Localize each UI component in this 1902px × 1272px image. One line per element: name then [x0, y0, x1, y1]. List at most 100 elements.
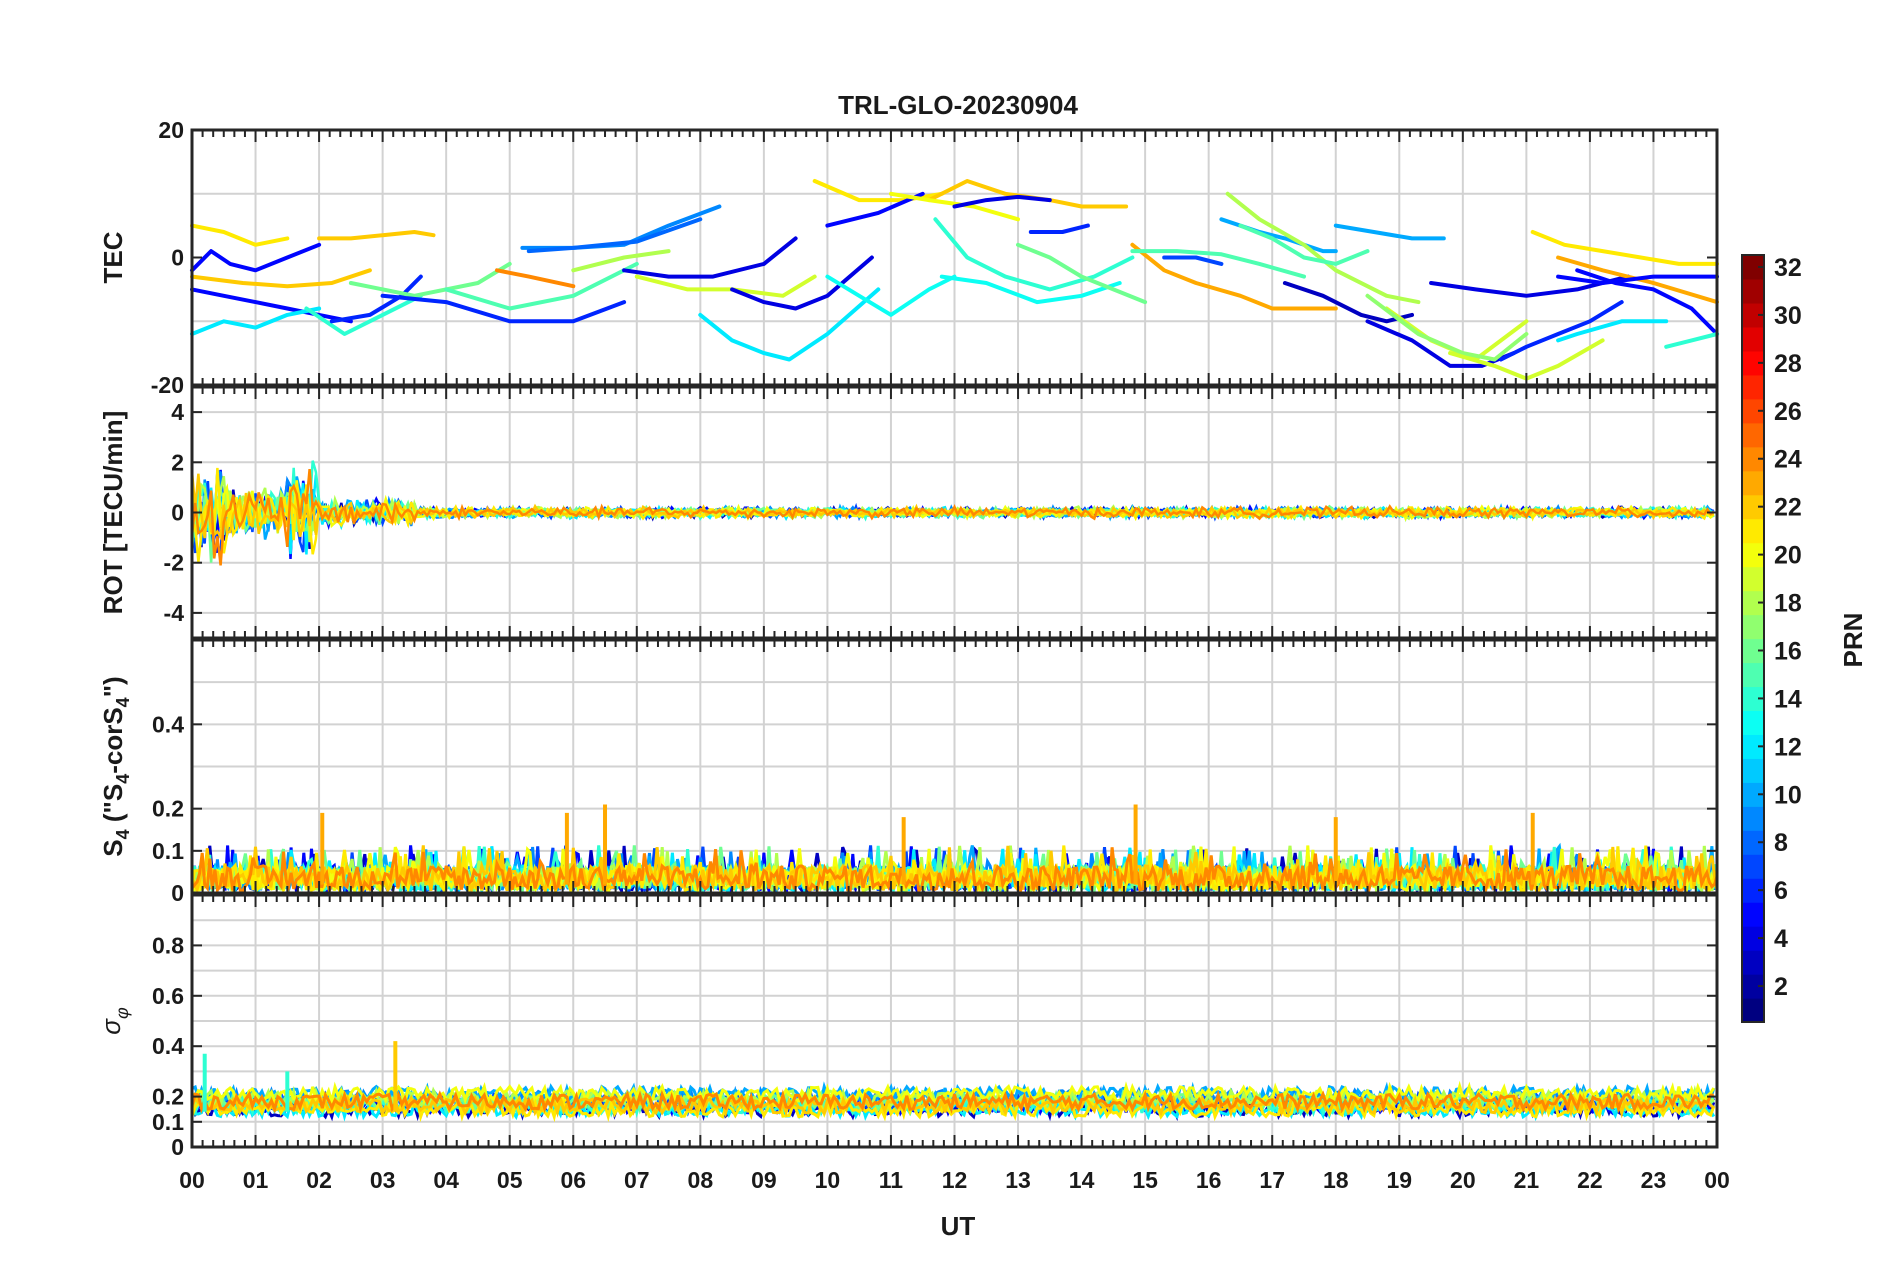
- tec-line-prn-24: [495, 268, 576, 289]
- s4-y-ticks: 0.4 0.2 0.1 0: [152, 711, 1717, 906]
- tec-line-prn-4: [1365, 319, 1516, 368]
- tec-line-prn-22: [317, 230, 436, 241]
- colorbar-band: [1742, 614, 1764, 640]
- colorbar-ticks: 32 30 28 26 24 22 20 18 16 14 12 10 8 6 4 2: [1758, 254, 1802, 1001]
- rot-series: [190, 460, 1715, 566]
- colorbar-band: [1742, 710, 1764, 735]
- tec-line-prn-21: [812, 179, 944, 203]
- colorbar-tick-label: 24: [1774, 446, 1802, 474]
- tec-line-prn-23: [1130, 242, 1338, 311]
- y-tick-label: 0.8: [152, 932, 184, 958]
- x-tick-label: 12: [942, 1167, 968, 1193]
- tec-panel: 20 0 -20 TEC: [98, 117, 1719, 398]
- x-tick-label: 07: [624, 1167, 650, 1193]
- tec-line-prn-12: [698, 287, 881, 362]
- s4-y-label: S4 ("S4-corS4"): [98, 676, 133, 856]
- y-tick-label: -4: [164, 600, 185, 626]
- tec-minor-ticks: [191, 130, 1718, 385]
- rot-trace: [190, 468, 1715, 566]
- y-tick-label: 0.2: [152, 1084, 184, 1110]
- x-tick-label: 09: [751, 1167, 777, 1193]
- x-tick-label: 14: [1069, 1167, 1095, 1193]
- tec-line-prn-20: [889, 191, 1020, 222]
- tec-line-prn-7: [1162, 255, 1224, 266]
- colorbar-band: [1742, 566, 1764, 592]
- tec-grid: [192, 130, 1717, 385]
- tec-line-prn-13: [825, 274, 957, 317]
- sigma-phi-series: [190, 1041, 1716, 1123]
- y-tick-label: 0: [171, 880, 184, 906]
- colorbar-band: [1742, 734, 1764, 759]
- tec-y-label: TEC: [98, 231, 128, 283]
- s4-minor-ticks: [191, 640, 1718, 893]
- colorbar-band: [1742, 926, 1764, 951]
- x-tick-label: 04: [433, 1167, 459, 1193]
- colorbar-band: [1742, 494, 1764, 520]
- colorbar-band: [1742, 518, 1764, 544]
- colorbar-band: [1742, 902, 1764, 927]
- tec-line-prn-21: [190, 223, 290, 247]
- x-tick-label: 17: [1259, 1167, 1285, 1193]
- colorbar-band: [1742, 374, 1764, 400]
- rot-y-label: ROT [TECU/min]: [98, 411, 128, 615]
- x-tick-label: 00: [1704, 1167, 1730, 1193]
- sigma-phi-trace: [190, 1088, 1714, 1115]
- colorbar-band: [1742, 974, 1764, 999]
- tec-line-prn-10: [1219, 217, 1338, 254]
- x-tick-label: 06: [560, 1167, 586, 1193]
- sigma-phi-panel: 0.8 0.6 0.4 0.20.10 σφ: [96, 893, 1719, 1160]
- rot-trace: [190, 487, 1714, 563]
- tec-line-prn-22: [190, 268, 372, 289]
- colorbar-band: [1742, 470, 1764, 496]
- tec-line-prn-6: [1028, 223, 1090, 234]
- x-tick-label: 05: [497, 1167, 523, 1193]
- rot-minor-ticks: [191, 387, 1718, 638]
- y-tick-label: 0.1: [152, 838, 184, 864]
- rot-panel: 4 2 0 -2 -4 ROT [TECU/min]: [98, 385, 1719, 640]
- colorbar-band: [1742, 998, 1764, 1023]
- tec-line-prn-12: [190, 306, 322, 336]
- tec-line-prn-5: [825, 191, 925, 228]
- tec-line-prn-14: [304, 293, 423, 336]
- colorbar-band: [1742, 446, 1764, 472]
- colorbar-band: [1742, 758, 1764, 783]
- colorbar-band: [1742, 662, 1764, 688]
- colorbar-band: [1742, 350, 1764, 376]
- colorbar: 32 30 28 26 24 22 20 18 16 14 12 10 8 6 4 2 PRN: [1741, 254, 1868, 1023]
- x-tick-label: 19: [1386, 1167, 1412, 1193]
- colorbar-tick-label: 28: [1774, 350, 1802, 378]
- colorbar-tick-label: 16: [1774, 637, 1802, 665]
- x-tick-label: 23: [1641, 1167, 1667, 1193]
- tec-line-prn-5: [190, 287, 353, 324]
- tec-line-prn-14: [933, 217, 1135, 292]
- x-tick-label: 03: [370, 1167, 396, 1193]
- colorbar-tick-label: 10: [1774, 781, 1802, 809]
- x-tick-labels: 00 01 02 03 04 05 06 07 08 09 10 11 12 13 14 15 16 17 18 19…: [179, 1167, 1730, 1193]
- rot-trace: [191, 471, 1715, 540]
- x-tick-label: 15: [1132, 1167, 1158, 1193]
- tec-line-prn-15: [1130, 249, 1306, 279]
- colorbar-band: [1742, 806, 1764, 831]
- rot-trace: [190, 460, 1715, 538]
- sigma-phi-y-label: σφ: [96, 1007, 132, 1035]
- x-axis-label: UT: [941, 1211, 976, 1241]
- tec-line-prn-8: [526, 217, 703, 254]
- y-tick-label: 20: [158, 117, 184, 143]
- tec-line-prn-6: [1499, 300, 1624, 362]
- y-tick-label: 0: [171, 1134, 184, 1160]
- x-tick-label: 18: [1323, 1167, 1349, 1193]
- tec-line-prn-5: [1575, 268, 1719, 336]
- colorbar-band: [1742, 398, 1764, 424]
- colorbar-band: [1742, 590, 1764, 616]
- colorbar-band: [1742, 542, 1764, 568]
- x-tick-label: 01: [243, 1167, 269, 1193]
- y-tick-label: 0.2: [152, 796, 184, 822]
- tec-line-prn-16: [348, 261, 512, 298]
- x-tick-label: 16: [1196, 1167, 1222, 1193]
- x-tick-label: 10: [815, 1167, 841, 1193]
- y-tick-label: 4: [171, 399, 184, 425]
- colorbar-tick-label: 30: [1774, 302, 1802, 330]
- tec-line-prn-13: [939, 274, 1122, 305]
- colorbar-band: [1742, 878, 1764, 903]
